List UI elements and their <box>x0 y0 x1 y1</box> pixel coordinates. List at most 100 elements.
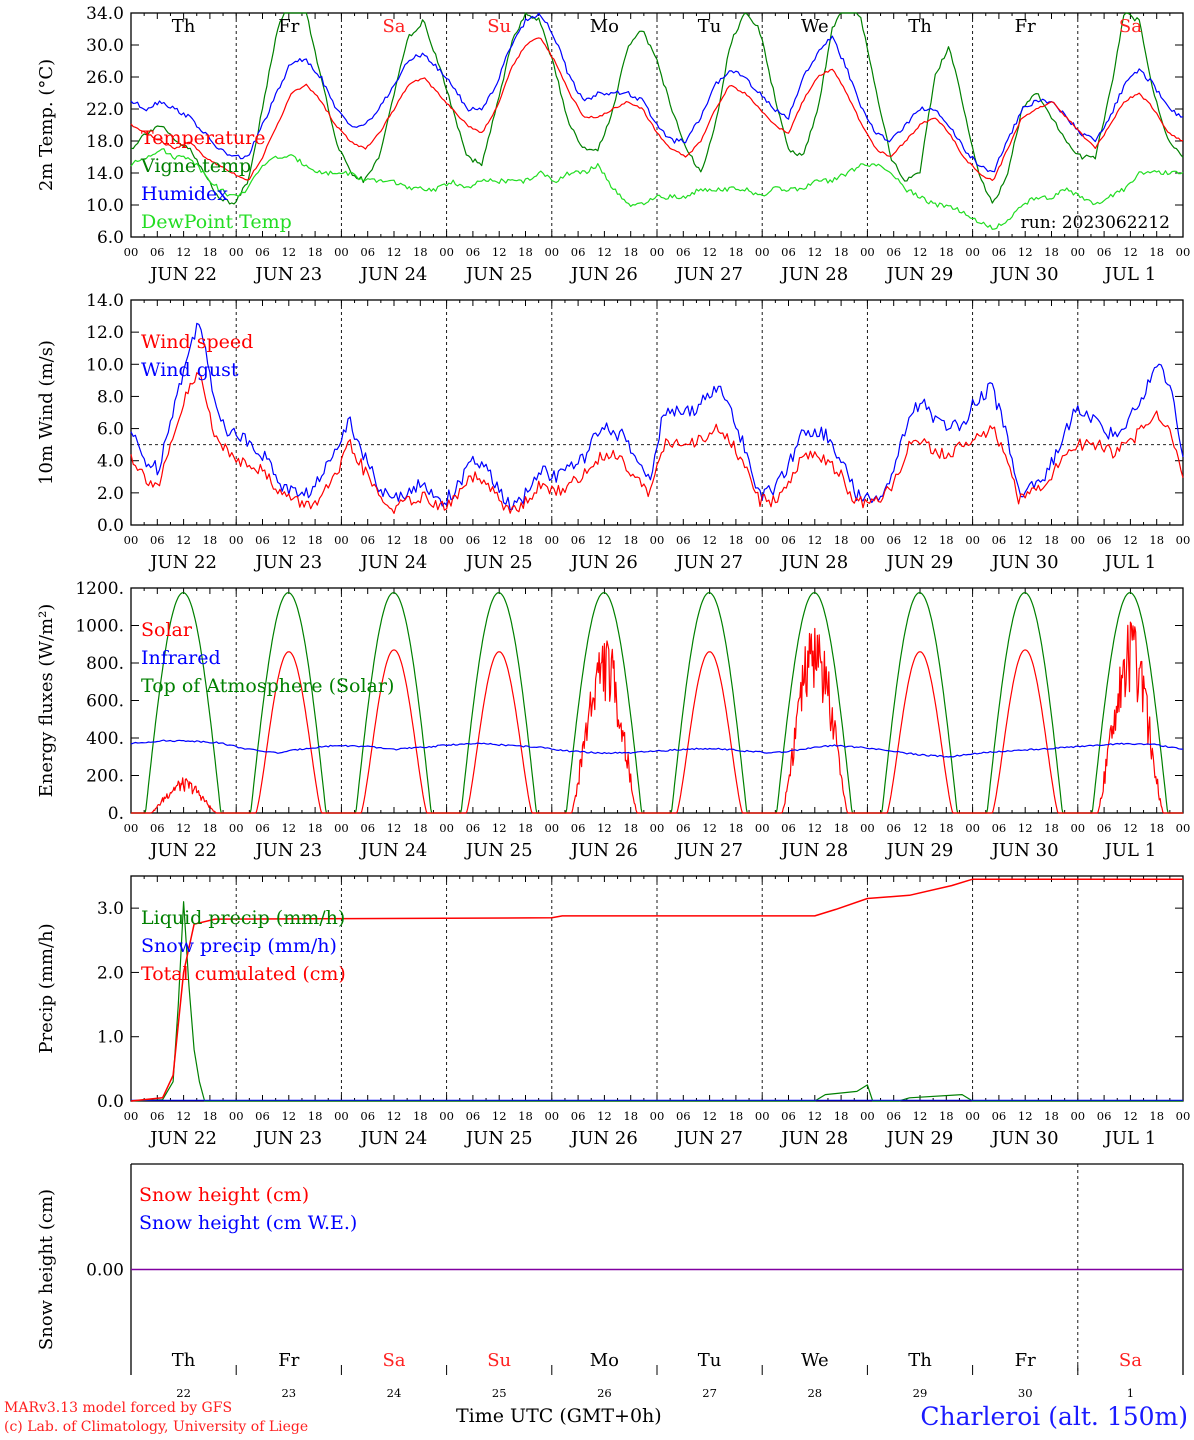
weekday-label: Fr <box>278 1350 299 1371</box>
date-tick-label: JUN 30 <box>990 264 1059 285</box>
weekday-label: Sa <box>382 16 405 37</box>
date-tick-label: JUL 1 <box>1103 264 1157 285</box>
date-tick-label: JUN 27 <box>674 264 743 285</box>
hour-tick-label: 00 <box>1176 533 1191 547</box>
hour-tick-label: 12 <box>913 533 928 547</box>
lab-credit-label: (c) Lab. of Climatology, University of L… <box>4 1419 309 1435</box>
hour-tick-label: 12 <box>492 245 507 259</box>
hour-tick-label: 12 <box>281 821 296 835</box>
energy-panel-frame <box>130 587 1184 814</box>
weekday-label: Mo <box>590 16 619 37</box>
y-tick-label: 26.0 <box>86 68 124 88</box>
legend-entry: Snow height (cm W.E.) <box>139 1212 357 1234</box>
weekday-label: Su <box>487 16 511 37</box>
hour-tick-label: 06 <box>676 533 691 547</box>
hour-tick-label: 00 <box>1176 821 1191 835</box>
date-tick-label: JUN 29 <box>885 840 954 861</box>
hour-tick-label: 18 <box>623 533 638 547</box>
weekday-label: Th <box>172 16 196 37</box>
weekday-label: Th <box>172 1350 196 1371</box>
y-tick-label: 3.0 <box>97 899 124 919</box>
y-axis-label: Energy fluxes (W/m²) <box>36 604 57 798</box>
hour-tick-label: 00 <box>1176 1109 1191 1123</box>
hour-tick-label: 06 <box>781 821 796 835</box>
hour-tick-label: 12 <box>1123 533 1138 547</box>
time-axis-label: Time UTC (GMT+0h) <box>456 1405 662 1427</box>
hour-tick-label: 18 <box>203 533 218 547</box>
weekday-label: Th <box>908 1350 932 1371</box>
hour-tick-label: 06 <box>150 245 165 259</box>
hour-tick-label: 12 <box>913 1109 928 1123</box>
hour-tick-label: 06 <box>150 533 165 547</box>
date-tick-label: 24 <box>387 1386 402 1400</box>
hour-tick-label: 18 <box>308 533 323 547</box>
legend-entry: Top of Atmosphere (Solar) <box>141 675 394 697</box>
weekday-label: We <box>801 16 829 37</box>
hour-tick-label: 00 <box>755 245 770 259</box>
hour-tick-label: 00 <box>1070 1109 1085 1123</box>
hour-tick-label: 06 <box>360 245 375 259</box>
legend-entry: Infrared <box>141 647 221 669</box>
y-tick-label: 18.0 <box>86 132 124 152</box>
date-tick-label: JUN 26 <box>569 552 638 573</box>
hour-tick-label: 00 <box>650 821 665 835</box>
hour-tick-label: 18 <box>834 245 849 259</box>
run-annotation: run: 2023062212 <box>1021 213 1170 233</box>
hour-tick-label: 12 <box>702 533 717 547</box>
hour-tick-label: 00 <box>124 821 139 835</box>
hour-tick-label: 06 <box>992 821 1007 835</box>
hour-tick-label: 00 <box>860 1109 875 1123</box>
weekday-label: Tu <box>698 16 722 37</box>
hour-tick-label: 18 <box>729 533 744 547</box>
weekday-label: We <box>801 1350 829 1371</box>
hour-tick-label: 18 <box>1149 1109 1164 1123</box>
legend-entry: Snow height (cm) <box>139 1184 309 1206</box>
hour-tick-label: 06 <box>571 245 586 259</box>
hour-tick-label: 06 <box>886 821 901 835</box>
legend-entry: Wind gust <box>141 359 239 381</box>
hour-tick-label: 06 <box>886 245 901 259</box>
weekday-label: Th <box>908 16 932 37</box>
hour-tick-label: 06 <box>571 533 586 547</box>
date-tick-label: JUN 26 <box>569 1128 638 1149</box>
weekday-label: Fr <box>1015 1350 1036 1371</box>
hour-tick-label: 12 <box>176 245 191 259</box>
hour-tick-label: 12 <box>807 1109 822 1123</box>
hour-tick-label: 00 <box>1176 245 1191 259</box>
hour-tick-label: 00 <box>860 245 875 259</box>
hour-tick-label: 06 <box>1097 821 1112 835</box>
y-tick-label: 14.0 <box>86 291 124 311</box>
hour-tick-label: 12 <box>387 1109 402 1123</box>
vigne-temp-line <box>130 12 1184 205</box>
hour-tick-label: 00 <box>229 245 244 259</box>
date-tick-label: JUL 1 <box>1103 840 1157 861</box>
hour-tick-label: 00 <box>650 1109 665 1123</box>
hour-tick-label: 18 <box>413 821 428 835</box>
date-tick-label: JUN 27 <box>674 1128 743 1149</box>
y-tick-label: 10.0 <box>86 355 124 375</box>
date-tick-label: JUN 28 <box>779 264 848 285</box>
hour-tick-label: 00 <box>965 245 980 259</box>
y-tick-label: 6.0 <box>97 228 124 248</box>
hour-tick-label: 12 <box>597 821 612 835</box>
hour-tick-label: 18 <box>623 245 638 259</box>
hour-tick-label: 18 <box>413 245 428 259</box>
hour-tick-label: 12 <box>492 533 507 547</box>
date-tick-label: 25 <box>492 1386 507 1400</box>
date-tick-label: 22 <box>176 1386 191 1400</box>
hour-tick-label: 18 <box>413 1109 428 1123</box>
infrared-line <box>130 739 1183 758</box>
hour-tick-label: 18 <box>729 1109 744 1123</box>
hour-tick-label: 12 <box>807 821 822 835</box>
hour-tick-label: 06 <box>360 533 375 547</box>
legend-entry: DewPoint Temp <box>141 211 292 233</box>
hour-tick-label: 18 <box>203 1109 218 1123</box>
hour-tick-label: 12 <box>492 1109 507 1123</box>
hour-tick-label: 12 <box>807 533 822 547</box>
y-tick-label: 10.0 <box>86 196 124 216</box>
hour-tick-label: 18 <box>203 245 218 259</box>
hour-tick-label: 18 <box>939 533 954 547</box>
date-tick-label: JUN 30 <box>990 840 1059 861</box>
hour-tick-label: 18 <box>623 821 638 835</box>
hour-tick-label: 00 <box>1070 821 1085 835</box>
